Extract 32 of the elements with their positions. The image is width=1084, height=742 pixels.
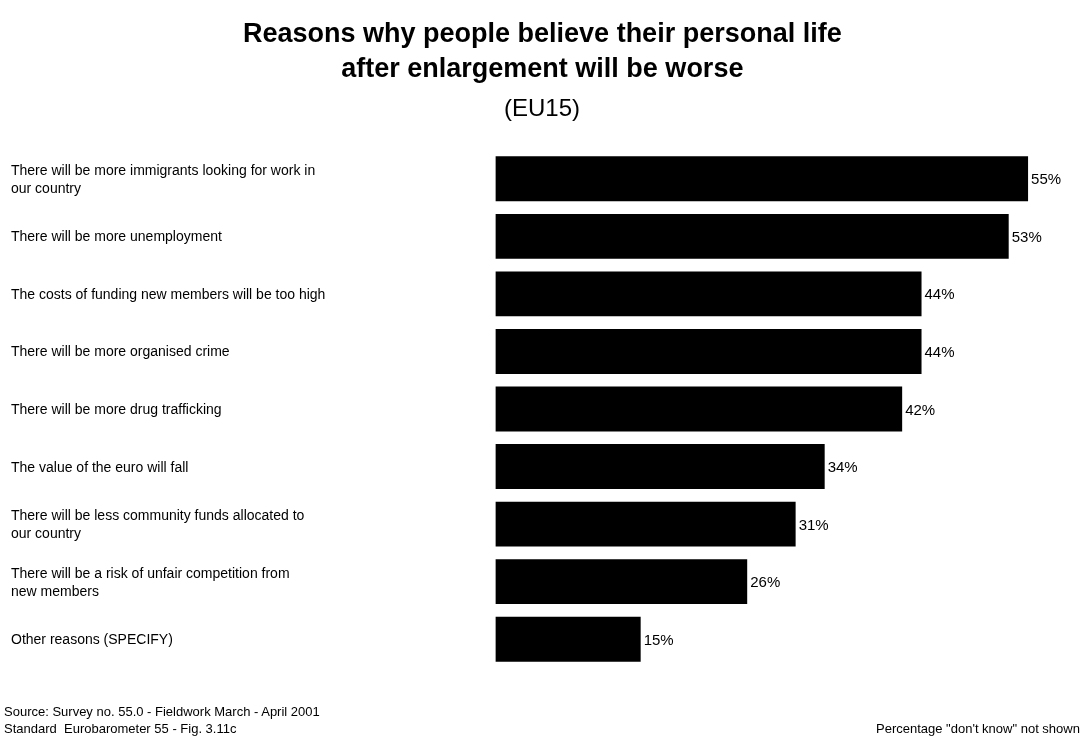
data-label: 26% — [750, 573, 781, 591]
data-label: 55% — [1031, 170, 1062, 188]
bar — [495, 271, 922, 317]
data-label: 42% — [905, 400, 936, 418]
y-tick-label: There will be more unemployment — [11, 228, 222, 244]
chart-subtitle: (EU15) — [504, 94, 581, 121]
y-tick-label: There will be a risk of unfair competition from new members — [11, 565, 290, 600]
y-tick-label: The costs of funding new members will be too high — [11, 286, 326, 302]
y-tick-label: The value of the euro will fall — [11, 459, 189, 475]
data-label: 44% — [924, 342, 955, 360]
y-tick-label: There will be less community funds allocated to our country — [11, 507, 305, 542]
y-tick-label: There will be more organised crime — [11, 343, 230, 359]
bar — [495, 501, 796, 547]
bar — [495, 213, 1009, 259]
y-tick-label: Other reasons (SPECIFY) — [11, 631, 173, 647]
bar — [495, 156, 1029, 202]
bar — [495, 329, 922, 374]
bar — [495, 386, 903, 432]
data-label: 31% — [798, 515, 829, 533]
data-label: 53% — [1011, 227, 1042, 245]
chart-title: Reasons why people believe their personal life after enlargement will be worse — [243, 18, 842, 84]
source-note: Source: Survey no. 55.0 - Fieldwork March - April 2001 — [4, 704, 320, 719]
data-label: 15% — [643, 630, 674, 648]
y-tick-label: There will be more immigrants looking for work in our country — [11, 162, 316, 197]
data-label: 34% — [827, 458, 858, 476]
bar — [495, 559, 748, 605]
y-tick-label: There will be more drug trafficking — [11, 401, 222, 417]
text: Percentage "don't know" not shown — [876, 721, 1080, 736]
text: Standard Eurobarometer 55 - Fig. 3.11c — [4, 720, 237, 736]
data-label: 44% — [924, 285, 955, 303]
bar — [495, 444, 825, 489]
bar — [495, 616, 641, 662]
